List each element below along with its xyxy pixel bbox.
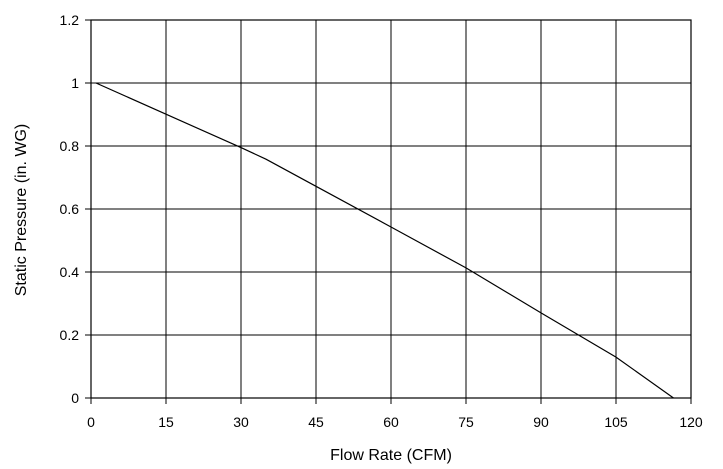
x-axis-title: Flow Rate (CFM): [330, 447, 452, 464]
y-tick-label-0: 0: [71, 390, 79, 406]
x-axis: 0 15 30 45 60 75 90 105 120: [87, 398, 703, 430]
y-tick-label-5: 1: [71, 75, 79, 91]
y-axis: 0 0.2 0.4 0.6 0.8 1 1.2: [60, 12, 91, 406]
x-tick-label-7: 105: [604, 414, 628, 430]
x-tick-label-5: 75: [458, 414, 474, 430]
x-tick-label-6: 90: [533, 414, 549, 430]
y-tick-label-6: 1.2: [60, 12, 80, 28]
x-tick-label-8: 120: [679, 414, 703, 430]
x-tick-label-3: 45: [308, 414, 324, 430]
x-tick-label-1: 15: [158, 414, 174, 430]
x-tick-label-0: 0: [87, 414, 95, 430]
y-tick-label-1: 0.2: [60, 327, 80, 343]
y-tick-label-2: 0.4: [60, 264, 80, 280]
x-tick-label-4: 60: [383, 414, 399, 430]
series-line-0: [95, 82, 674, 399]
y-tick-label-4: 0.8: [60, 138, 80, 154]
x-tick-label-2: 30: [233, 414, 249, 430]
y-axis-title: Static Pressure (in. WG): [13, 124, 30, 296]
y-tick-label-3: 0.6: [60, 201, 80, 217]
